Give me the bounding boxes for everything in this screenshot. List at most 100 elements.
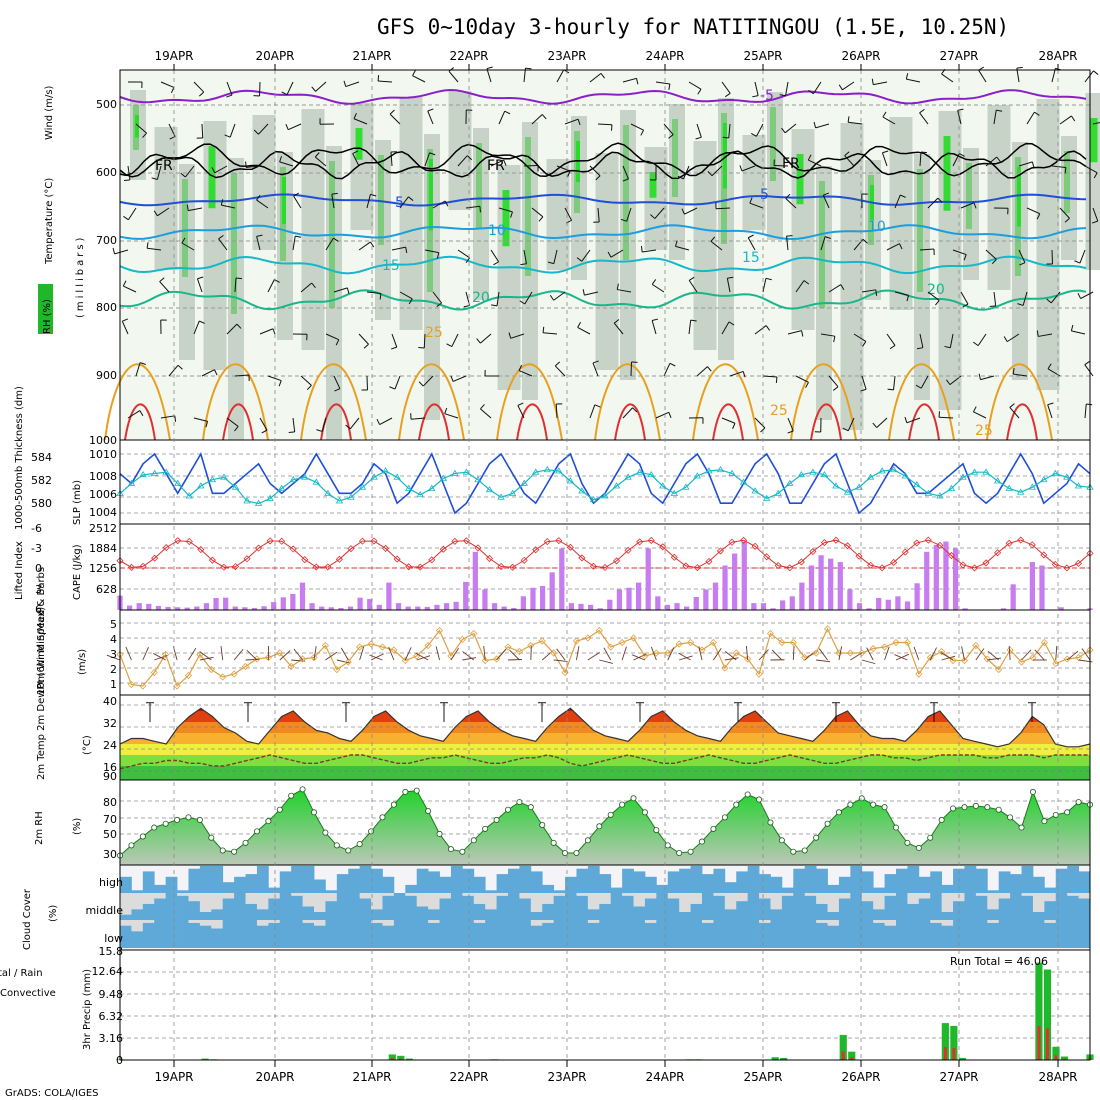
wind-barb bbox=[135, 362, 141, 377]
wind-barb bbox=[697, 88, 702, 95]
cloud-cover-high-bar bbox=[975, 868, 988, 893]
cape-bar bbox=[155, 605, 162, 610]
contour-25 bbox=[398, 363, 465, 441]
rh-tick: 70 bbox=[103, 813, 117, 826]
wind-barb bbox=[760, 427, 766, 433]
cloud-cover-middle-bar bbox=[679, 911, 691, 920]
wind-barb bbox=[142, 647, 149, 661]
cloud-cover-middle-bar bbox=[165, 893, 178, 920]
wind-barb bbox=[916, 347, 924, 350]
cape-bar bbox=[1039, 565, 1045, 610]
wind-barb bbox=[379, 293, 382, 300]
cape-bar bbox=[924, 551, 930, 610]
cloud-cover-high-bar bbox=[896, 868, 908, 893]
wind-barb bbox=[467, 155, 473, 161]
wind-barb bbox=[919, 248, 935, 251]
wind-barb bbox=[978, 373, 981, 380]
wind-barb bbox=[436, 302, 442, 307]
cloud-cover-middle-bar bbox=[1078, 898, 1091, 920]
wind-barb bbox=[286, 81, 294, 95]
wind-barb bbox=[683, 165, 690, 180]
wind-barb bbox=[193, 81, 205, 93]
thickness-point bbox=[231, 483, 240, 490]
thickness-point bbox=[566, 477, 575, 484]
cloud-cover-middle-gap bbox=[154, 893, 167, 899]
wind-barb bbox=[1013, 373, 1028, 377]
cloud-cover-middle-gap bbox=[576, 893, 589, 896]
wind-barb bbox=[589, 72, 602, 83]
wind-barb bbox=[325, 333, 339, 341]
wind-barb bbox=[749, 202, 764, 209]
wind-barb bbox=[1006, 333, 1020, 343]
date-label: 21APR bbox=[352, 49, 391, 63]
cloud-cover-high-bar bbox=[268, 887, 281, 893]
lifted-index-point bbox=[220, 563, 228, 571]
cloud-cover-middle-gap bbox=[199, 893, 212, 912]
wind-barb bbox=[872, 422, 878, 428]
lifted-index-point bbox=[647, 536, 655, 545]
wind-barb bbox=[960, 291, 969, 305]
wind-barb bbox=[517, 402, 524, 406]
cloud-cover-high-bar bbox=[462, 868, 475, 893]
wind-barb bbox=[674, 240, 678, 247]
cloud-cover-low-bar bbox=[690, 920, 703, 948]
thickness-point bbox=[820, 470, 829, 478]
wind-barb bbox=[390, 151, 393, 167]
wind-barb bbox=[490, 249, 500, 263]
wind-barb bbox=[889, 345, 896, 350]
cloud-cover-middle-bar bbox=[702, 893, 714, 920]
wind-barb bbox=[314, 152, 320, 158]
rh-point bbox=[915, 844, 922, 851]
precip-total-bar bbox=[950, 1025, 958, 1060]
precip-total-bar bbox=[1060, 1056, 1069, 1060]
precip-tick: 3.16 bbox=[99, 1032, 124, 1045]
cloud-cover-low-bar bbox=[1055, 920, 1068, 948]
wind-barb bbox=[123, 215, 129, 221]
cloud-cover-middle-bar bbox=[473, 903, 486, 920]
lifted-index-point bbox=[393, 555, 401, 563]
wind-barb bbox=[404, 647, 412, 661]
lifted-index-point bbox=[994, 549, 1002, 557]
cloud-cover-middle-gap bbox=[975, 893, 988, 896]
wind-barb bbox=[807, 154, 812, 161]
wind-barb bbox=[389, 386, 396, 390]
rh-point bbox=[402, 788, 409, 795]
cloud-cover-middle-gap bbox=[1032, 893, 1045, 912]
contour-label: FR bbox=[782, 156, 800, 172]
wind-speed-point bbox=[960, 656, 969, 665]
rh-point bbox=[265, 818, 272, 825]
cloud-cover-middle-bar bbox=[690, 903, 703, 920]
cloud-cover-low-gap bbox=[827, 920, 840, 926]
cloud-cover-low-bar bbox=[633, 920, 646, 948]
lifted-index-point bbox=[1005, 539, 1013, 547]
cloud-cover-high-bar bbox=[622, 868, 634, 893]
wind-barb bbox=[300, 282, 313, 293]
contour-25 bbox=[692, 363, 759, 441]
wind-barb bbox=[775, 376, 778, 383]
cloud-cover-high-bar bbox=[142, 871, 155, 893]
wind-barb bbox=[787, 417, 794, 432]
cloud-cover-low-bar bbox=[177, 920, 189, 948]
cloud-cover-middle-gap bbox=[530, 893, 543, 912]
wind-barb bbox=[610, 249, 624, 258]
cloud-cover-low-bar bbox=[1078, 920, 1091, 948]
thickness-point bbox=[185, 492, 193, 499]
wind-barb bbox=[758, 649, 769, 661]
wind-barb bbox=[450, 648, 459, 661]
wind-barb bbox=[125, 646, 132, 661]
wind-barb bbox=[920, 151, 927, 154]
cloud-cover-middle-gap bbox=[873, 893, 885, 910]
wind-barb bbox=[180, 172, 186, 178]
wind-barb bbox=[749, 197, 753, 204]
cloud-cover-low-bar bbox=[165, 920, 178, 948]
cloud-cover-high-bar bbox=[884, 874, 897, 893]
temp-tick: 16 bbox=[103, 761, 117, 774]
cloud-cover-middle-bar bbox=[199, 911, 212, 920]
cloud-cover-middle-gap bbox=[941, 893, 954, 912]
wind-barb bbox=[1046, 298, 1052, 304]
rh-panel bbox=[117, 779, 1094, 866]
lifted-index-point bbox=[1040, 551, 1048, 559]
wind-barb bbox=[267, 279, 275, 293]
wind-barb bbox=[370, 653, 384, 661]
wind-barb bbox=[1022, 291, 1028, 306]
